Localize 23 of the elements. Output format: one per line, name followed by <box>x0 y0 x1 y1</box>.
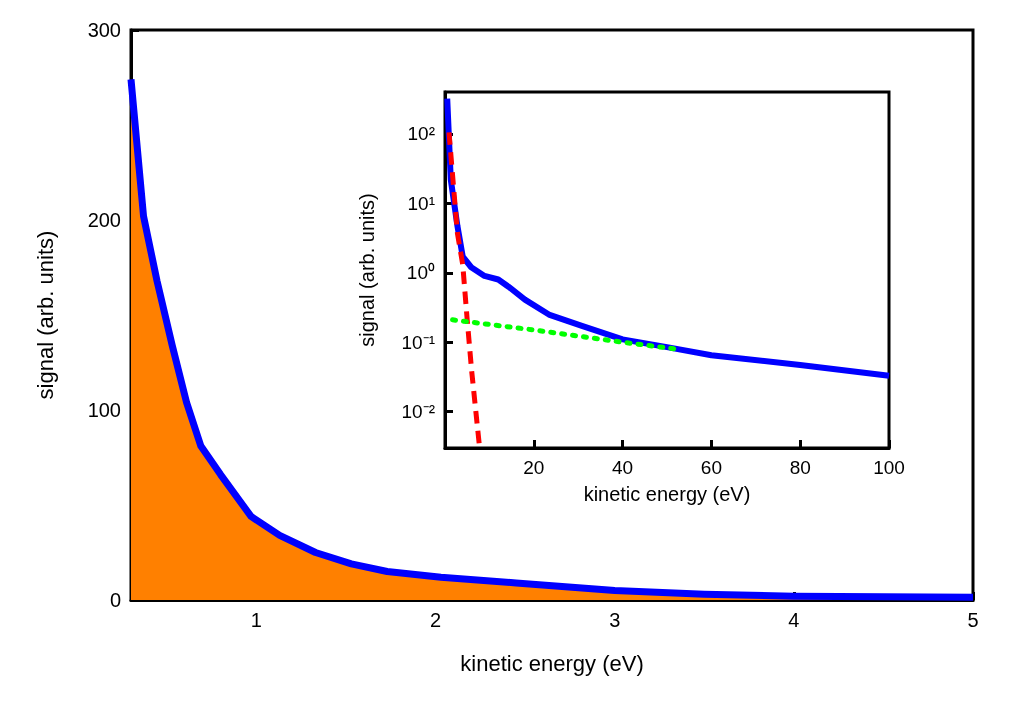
x-tick-label: 1 <box>250 609 262 631</box>
x-tick-label: 2 <box>429 609 442 631</box>
x-axis-title: kinetic energy (eV) <box>460 650 644 676</box>
y-tick-label: 0 <box>109 589 121 611</box>
y-axis-title: signal (arb. units) <box>32 230 58 400</box>
x-tick-label: 60 <box>700 457 722 478</box>
y-tick-label: 10⁻¹ <box>401 331 435 353</box>
x-tick-label: 100 <box>873 457 905 478</box>
x-tick-label: 80 <box>789 457 811 478</box>
x-tick-label: 3 <box>609 609 621 631</box>
y-tick-label: 300 <box>87 19 121 41</box>
x-tick-label: 5 <box>967 609 979 631</box>
y-tick-label: 10⁰ <box>406 262 435 284</box>
x-tick-label: 4 <box>788 609 800 631</box>
x-axis-title: kinetic energy (eV) <box>583 483 751 505</box>
y-tick-label: 100 <box>87 399 121 421</box>
y-tick-label: 10¹ <box>407 192 435 214</box>
y-axis-title: signal (arb. units) <box>356 193 378 347</box>
x-tick-label: 20 <box>523 457 545 478</box>
x-tick-label: 40 <box>612 457 634 478</box>
y-tick-label: 10⁻² <box>401 401 435 423</box>
y-tick-label: 10² <box>407 123 435 145</box>
y-tick-label: 200 <box>87 209 121 231</box>
